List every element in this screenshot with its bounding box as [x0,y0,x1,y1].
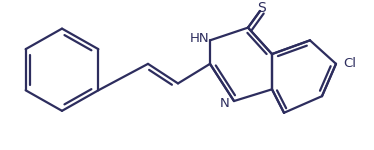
Text: S: S [258,1,266,15]
Text: HN: HN [190,32,210,45]
Text: Cl: Cl [343,57,356,70]
Text: N: N [220,98,230,111]
